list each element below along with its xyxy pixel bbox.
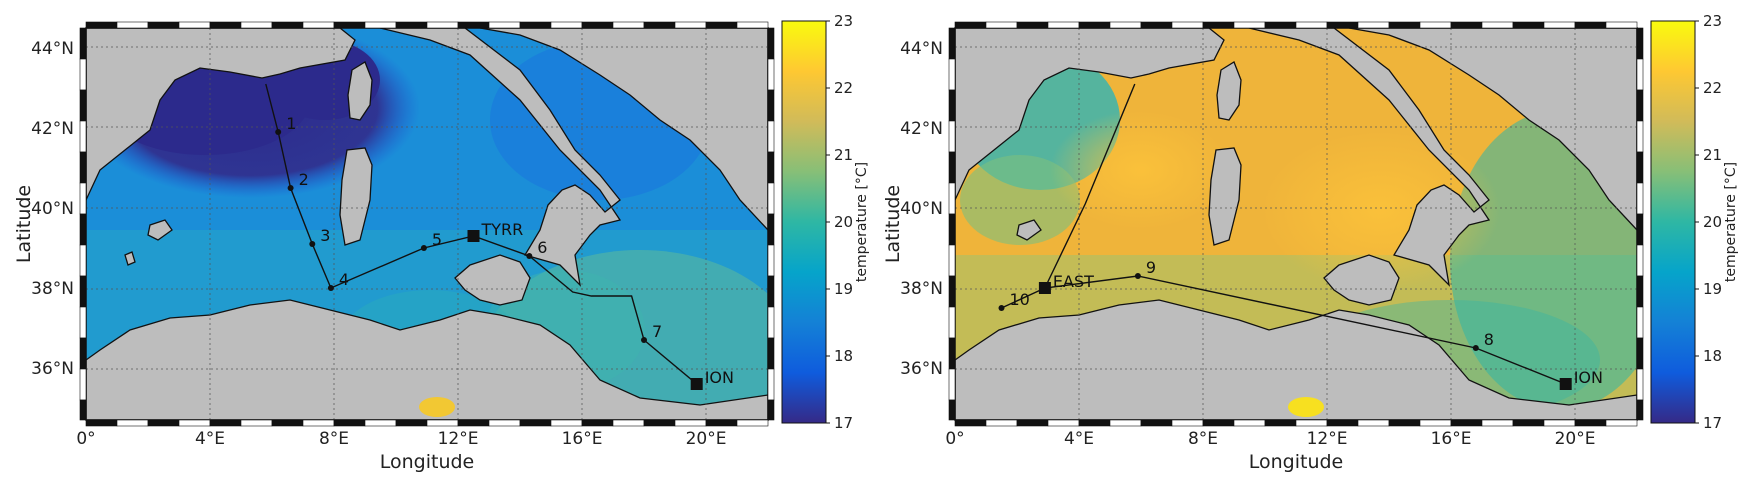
y-axis-label-right: Latitude [882, 185, 904, 263]
map-panel-right: 8 9 10 EAST ION [948, 21, 1644, 427]
y-tick-label-l: 40°N [31, 199, 74, 219]
waypoint-marker-8 [1472, 345, 1479, 351]
waypoint-label-8: 8 [1484, 330, 1494, 349]
x-tick-label-r: 4°E [1064, 429, 1094, 449]
waypoint-marker-4 [327, 285, 334, 291]
colorbar-tick-label: 22 [1703, 79, 1722, 97]
colorbar-tick-label: 19 [1703, 280, 1722, 298]
x-tick-label-r: 0° [945, 429, 964, 449]
waypoint-label-7: 7 [652, 322, 662, 341]
colorbar-tick-label: 23 [1703, 12, 1722, 30]
colorbar-tick-label: 17 [1703, 414, 1722, 432]
colorbar-tick-label: 21 [834, 146, 853, 164]
colorbar-tick-label: 22 [834, 79, 853, 97]
colorbar-label-left: temperature [°C] [854, 162, 870, 282]
x-tick-label-l: 20°E [686, 429, 727, 449]
station-label-ion: ION [1574, 368, 1603, 387]
x-tick-label-r: 20°E [1555, 429, 1596, 449]
station-label-ion: ION [705, 368, 734, 387]
land-areas [86, 28, 768, 420]
colorbar-tick-label: 20 [834, 213, 853, 231]
colorbar-left: temperature [°C] [781, 20, 870, 424]
y-tick-label-r: 36°N [900, 359, 943, 379]
station-marker-ion [1559, 378, 1572, 390]
colorbar-tick-label: 19 [834, 280, 853, 298]
x-axis-label-right: Longitude [1249, 451, 1344, 473]
colorbar-right: temperature [°C] [1650, 20, 1739, 424]
x-axis-label-left: Longitude [380, 451, 475, 473]
waypoint-marker-5 [420, 245, 427, 251]
waypoint-label-3: 3 [320, 226, 330, 245]
waypoint-marker-2 [287, 185, 294, 191]
x-tick-label-l: 16°E [562, 429, 603, 449]
station-label-tyrr: TYRR [481, 220, 524, 239]
y-tick-label-l: 38°N [31, 279, 74, 299]
colorbar-tick-label: 17 [834, 414, 853, 432]
x-tick-label-l: 8°E [319, 429, 349, 449]
map-panel-left: 1 2 3 4 5 6 7 TYRR ION [79, 21, 775, 427]
waypoint-label-4: 4 [339, 270, 349, 289]
y-tick-label-r: 44°N [900, 39, 943, 59]
y-tick-label-r: 40°N [900, 199, 943, 219]
colorbar-tick-label: 18 [1703, 347, 1722, 365]
x-tick-label-r: 16°E [1431, 429, 1472, 449]
waypoint-label-2: 2 [299, 170, 309, 189]
ship-track [1044, 83, 1136, 289]
y-tick-label-l: 42°N [31, 119, 74, 139]
colorbar-label-right: temperature [°C] [1723, 162, 1739, 282]
y-tick-label-l: 36°N [31, 359, 74, 379]
station-marker-tyrr [467, 230, 480, 242]
waypoint-marker-10 [998, 305, 1005, 311]
waypoint-label-6: 6 [537, 238, 547, 257]
y-tick-label-r: 38°N [900, 279, 943, 299]
colorbar-tick-label: 18 [834, 347, 853, 365]
y-tick-label-r: 42°N [900, 119, 943, 139]
colorbar-tick-label: 20 [1703, 213, 1722, 231]
waypoint-marker-9 [1134, 273, 1141, 279]
waypoint-marker-1 [275, 129, 282, 135]
y-axis-label-left: Latitude [13, 185, 35, 263]
waypoint-label-1: 1 [286, 114, 296, 133]
x-tick-label-r: 8°E [1188, 429, 1218, 449]
waypoint-label-10: 10 [1010, 290, 1030, 309]
x-tick-label-r: 12°E [1307, 429, 1348, 449]
colorbar-tick-label: 21 [1703, 146, 1722, 164]
waypoint-label-5: 5 [432, 230, 442, 249]
station-marker-ion [690, 378, 703, 390]
station-marker-east [1038, 282, 1051, 294]
colorbar-tick-label: 23 [834, 12, 853, 30]
x-tick-label-l: 4°E [195, 429, 225, 449]
x-tick-label-l: 0° [76, 429, 95, 449]
waypoint-marker-7 [641, 337, 647, 343]
station-label-east: EAST [1053, 272, 1094, 291]
x-tick-label-l: 12°E [438, 429, 479, 449]
waypoint-label-9: 9 [1146, 258, 1156, 277]
y-tick-label-l: 44°N [31, 39, 74, 59]
graticule [86, 28, 768, 420]
waypoint-marker-6 [526, 253, 533, 259]
waypoint-marker-3 [309, 241, 316, 247]
